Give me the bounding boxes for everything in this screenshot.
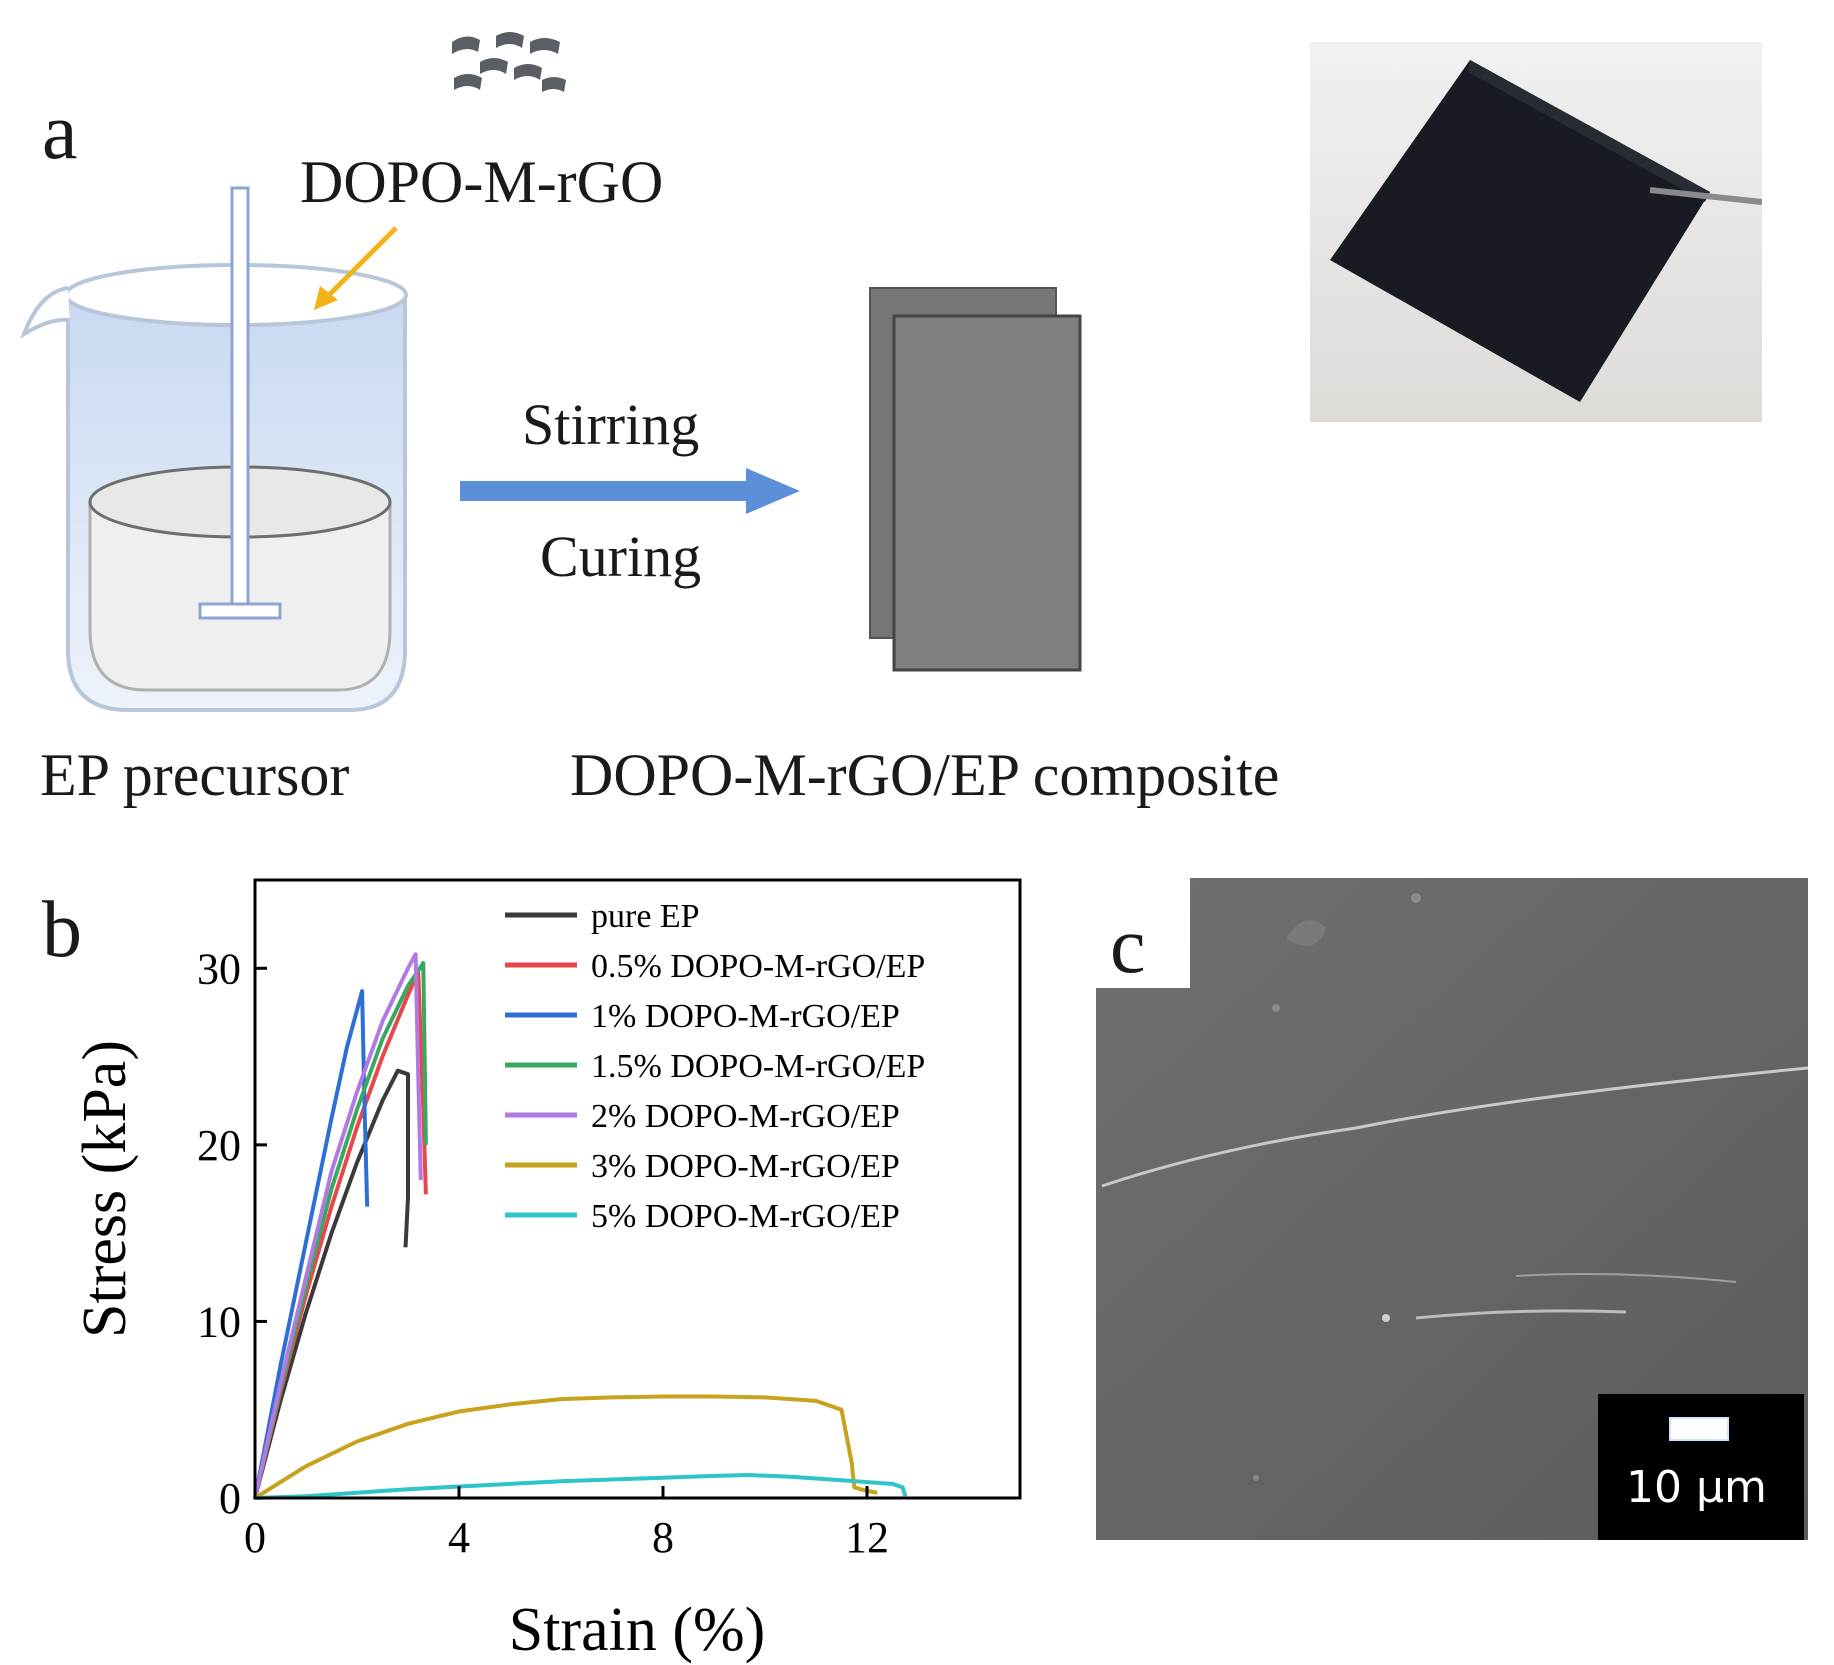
y-tick-label: 30	[197, 944, 241, 993]
panel-c-letter: c	[1110, 902, 1146, 990]
graphene-flakes-icon	[452, 32, 566, 92]
x-tick-label: 8	[652, 1513, 674, 1562]
beaker-illustration	[20, 186, 408, 712]
panel-a-letter: a	[42, 88, 78, 176]
legend-label-5-dopo-m-rgo-ep: 5% DOPO-M-rGO/EP	[591, 1198, 900, 1235]
x-tick-label: 12	[845, 1513, 889, 1562]
scale-bar-label: 10 μm	[1626, 1462, 1767, 1513]
series-line-3-dopo-m-rgo-ep	[253, 1394, 878, 1500]
y-axis-label: Stress (kPa)	[71, 1040, 139, 1338]
series-line-0-5-dopo-m-rgo-ep	[253, 969, 428, 1499]
composite-sheets-illustration	[869, 287, 1082, 672]
pointer-arrow-icon	[314, 226, 398, 310]
stress-strain-chart: 0 4 8 12 0 10 20 30 pure EP 0.5% DOPO-M-rGO/EP 1%…	[71, 878, 1022, 1664]
legend-label-2-dopo-m-rgo-ep: 2% DOPO-M-rGO/EP	[591, 1098, 900, 1135]
step-curing-label: Curing	[540, 524, 702, 589]
process-arrow-icon	[460, 468, 800, 514]
legend-label-pure-ep: pure EP	[591, 898, 700, 935]
x-tick-label: 0	[244, 1513, 266, 1562]
panel-b-letter: b	[42, 886, 82, 974]
filler-label: DOPO-M-rGO	[300, 149, 664, 215]
sample-photo	[1310, 42, 1762, 422]
plot-frame	[253, 878, 1022, 1500]
series-line-5-dopo-m-rgo-ep	[254, 1473, 908, 1500]
legend-label-0-5-dopo-m-rgo-ep: 0.5% DOPO-M-rGO/EP	[591, 948, 925, 985]
sem-image	[1096, 878, 1808, 1540]
x-tick-label: 4	[448, 1513, 470, 1562]
step-stirring-label: Stirring	[522, 392, 700, 457]
y-tick-label: 10	[197, 1297, 241, 1346]
legend-label-1-5-dopo-m-rgo-ep: 1.5% DOPO-M-rGO/EP	[591, 1048, 925, 1085]
series-line-pure-ep	[253, 1068, 410, 1499]
series-line-2-dopo-m-rgo-ep	[253, 952, 423, 1499]
y-tick-label: 0	[219, 1474, 241, 1523]
series-line-1-5-dopo-m-rgo-ep	[253, 961, 428, 1499]
beaker-label: EP precursor	[40, 742, 350, 808]
x-axis-label: Strain (%)	[509, 1596, 766, 1664]
y-tick-label: 20	[197, 1121, 241, 1170]
composite-label: DOPO-M-rGO/EP composite	[570, 742, 1280, 808]
legend-label-1-dopo-m-rgo-ep: 1% DOPO-M-rGO/EP	[591, 998, 900, 1035]
legend-label-3-dopo-m-rgo-ep: 3% DOPO-M-rGO/EP	[591, 1148, 900, 1185]
